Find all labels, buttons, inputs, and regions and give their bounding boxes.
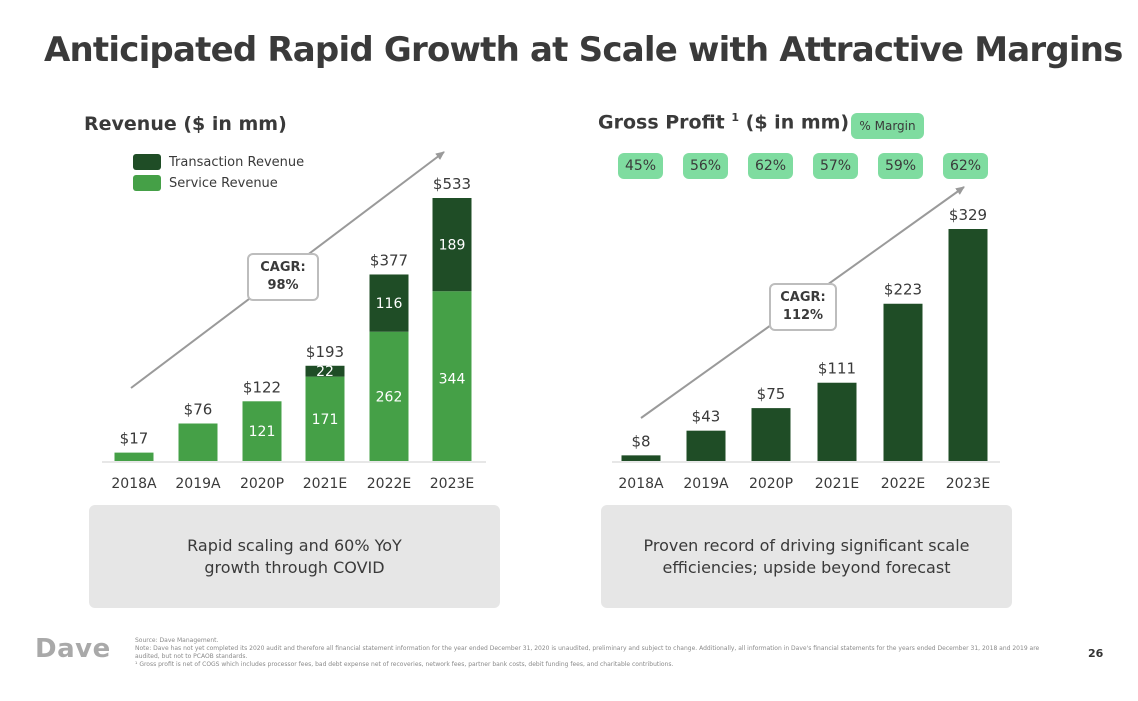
legend-label-service: Service Revenue	[169, 175, 278, 191]
page-number: 26	[1088, 647, 1104, 660]
revenue-transaction-bar	[432, 198, 472, 292]
margin-pill: 62%	[943, 153, 988, 179]
revenue-category-label: 2021E	[303, 476, 347, 492]
footnote-source: Source: Dave Management.	[135, 637, 219, 644]
revenue-service-bar	[242, 401, 282, 461]
gross-profit-bar	[948, 229, 988, 461]
revenue-total-label: $122	[243, 378, 281, 396]
margin-pill: 45%	[618, 153, 663, 179]
gross-profit-category-label: 2021E	[815, 476, 859, 492]
gross-profit-value-label: $75	[757, 385, 786, 403]
gross-profit-value-label: $43	[692, 408, 721, 426]
revenue-cagr-badge: CAGR: 98%	[247, 253, 319, 301]
gross-profit-category-label: 2018A	[618, 476, 664, 492]
revenue-service-bar	[305, 376, 345, 461]
revenue-callout-text: Rapid scaling and 60% YoY growth through…	[187, 535, 402, 577]
gross-profit-bar	[883, 303, 923, 461]
revenue-total-label: $193	[306, 343, 344, 361]
dave-logo: Dave	[35, 634, 111, 664]
revenue-transaction-label: 116	[376, 296, 403, 312]
revenue-service-bar	[178, 423, 218, 461]
revenue-category-label: 2018A	[111, 476, 157, 492]
revenue-total-label: $377	[370, 251, 408, 269]
gross-profit-chart-title: Gross Profit 1 ($ in mm)	[598, 111, 849, 133]
revenue-legend: Transaction Revenue Service Revenue	[133, 152, 304, 194]
gross-profit-cagr-badge: CAGR: 112%	[769, 283, 837, 331]
revenue-category-label: 2023E	[430, 476, 474, 492]
margin-pill: 56%	[683, 153, 728, 179]
margin-header-badge: % Margin	[851, 113, 924, 139]
revenue-total-label: $17	[120, 430, 149, 448]
gross-profit-title-main: Gross Profit	[598, 111, 732, 134]
gross-profit-bar	[817, 382, 857, 461]
revenue-bars: $17 2018A $76 2019A 121 $122 2020P 22 171 $193 202…	[111, 175, 474, 492]
revenue-service-bar	[369, 331, 409, 461]
revenue-transaction-bar	[369, 274, 409, 332]
footnotes: Source: Dave Management. Note: Dave has …	[135, 637, 1065, 669]
revenue-service-label: 262	[376, 389, 403, 405]
revenue-service-bar	[432, 291, 472, 461]
margin-pill: 59%	[878, 153, 923, 179]
margin-pill: 62%	[748, 153, 793, 179]
revenue-service-label: 344	[439, 371, 466, 387]
revenue-transaction-label: 189	[439, 238, 466, 254]
gross-profit-callout-box: Proven record of driving significant sca…	[601, 505, 1012, 608]
gross-profit-bars: $8 2018A $43 2019A $75 2020P $111 2021E $223 2022…	[618, 206, 990, 492]
gross-profit-bar	[751, 408, 791, 461]
gross-profit-value-label: $8	[631, 432, 650, 450]
slide-title: Anticipated Rapid Growth at Scale with A…	[44, 30, 1123, 70]
gross-profit-callout-text: Proven record of driving significant sca…	[643, 535, 970, 577]
revenue-category-label: 2020P	[240, 476, 284, 492]
gross-profit-category-label: 2020P	[749, 476, 793, 492]
gross-profit-value-label: $223	[884, 281, 922, 299]
gross-profit-bar	[686, 430, 726, 461]
gross-profit-value-label: $111	[818, 360, 856, 378]
revenue-chart-title: Revenue ($ in mm)	[84, 113, 287, 135]
margin-pill: 57%	[813, 153, 858, 179]
revenue-transaction-bar	[305, 365, 345, 377]
revenue-callout-box: Rapid scaling and 60% YoY growth through…	[89, 505, 500, 608]
gross-profit-bar	[621, 455, 661, 461]
legend-item-service: Service Revenue	[133, 173, 304, 193]
revenue-category-label: 2019A	[175, 476, 221, 492]
footnote-note: Note: Dave has not yet completed its 202…	[135, 645, 1040, 660]
gross-profit-title-rest: ($ in mm)	[739, 111, 850, 134]
legend-item-transaction: Transaction Revenue	[133, 152, 304, 172]
legend-label-transaction: Transaction Revenue	[169, 154, 305, 170]
footnote-gross-profit: ¹ Gross profit is net of COGS which incl…	[135, 661, 674, 668]
gross-profit-category-label: 2022E	[881, 476, 925, 492]
gross-profit-value-label: $329	[949, 206, 987, 224]
legend-swatch-transaction	[133, 154, 161, 170]
revenue-total-label: $533	[433, 175, 471, 193]
revenue-transaction-label: 22	[316, 364, 334, 380]
revenue-category-label: 2022E	[367, 476, 411, 492]
gross-profit-category-label: 2019A	[683, 476, 729, 492]
gross-profit-title-footnote-mark: 1	[731, 111, 740, 124]
revenue-service-label: 121	[249, 424, 276, 440]
legend-swatch-service	[133, 175, 161, 191]
revenue-service-bar	[114, 452, 154, 461]
revenue-total-label: $76	[184, 400, 213, 418]
gross-profit-category-label: 2023E	[946, 476, 990, 492]
revenue-service-label: 171	[312, 412, 339, 428]
